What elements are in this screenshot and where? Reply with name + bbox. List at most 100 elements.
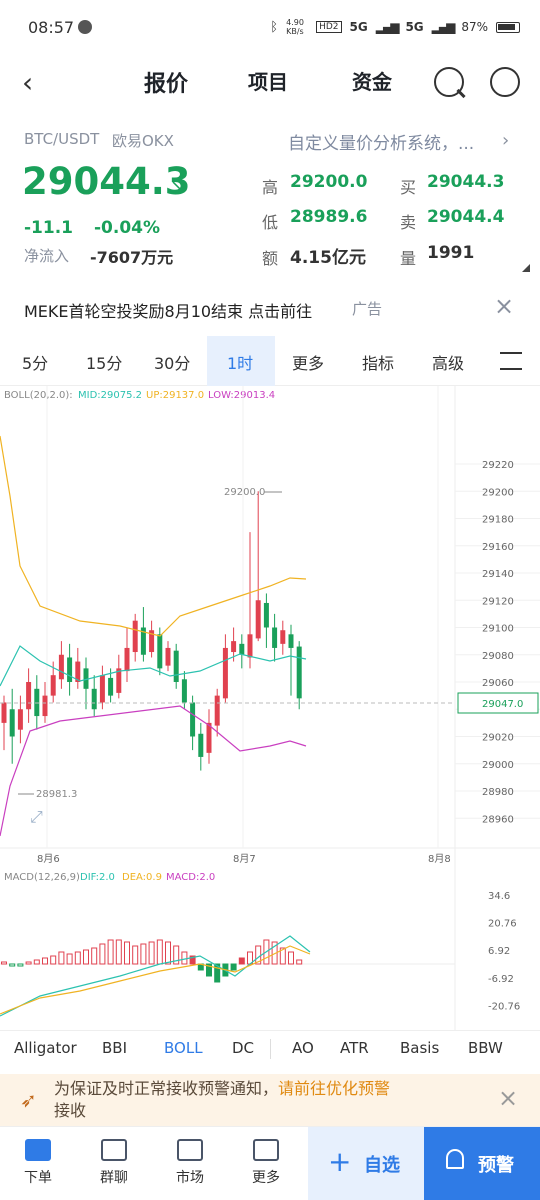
candle-body — [165, 647, 171, 666]
y-tick-label: 29160 — [482, 542, 514, 553]
pair-name: BTC/USDT — [24, 130, 100, 148]
candle-body — [132, 620, 138, 653]
candle-body — [263, 602, 269, 628]
macd-bar — [165, 941, 171, 965]
macd-tick-label: 34.6 — [488, 891, 510, 902]
ind-atr[interactable]: ATR — [340, 1039, 369, 1057]
tab-advanced[interactable]: 高级 — [432, 354, 465, 373]
candle-body — [247, 634, 253, 658]
y-axis: 29220 29200 29180 29160 29140 29120 29100 29080… — [482, 460, 514, 825]
kline-chart[interactable]: BOLL(20,2.0): MID:29075.2 UP:29137.0 LOW… — [0, 386, 540, 1030]
ind-basis[interactable]: Basis — [400, 1039, 440, 1057]
alert-label: 预警 — [478, 1155, 514, 1176]
ind-ao[interactable]: AO — [292, 1039, 314, 1057]
set-alert-button[interactable]: 预警 — [424, 1127, 540, 1200]
nav-more[interactable]: 更多 — [228, 1133, 304, 1187]
candle-body — [108, 677, 114, 696]
menu-icon[interactable] — [490, 67, 520, 97]
alert-notice[interactable]: ➶ 为保证及时正常接收预警通知，请前往优化预警 接收 × — [0, 1074, 540, 1126]
candle-body — [255, 600, 261, 639]
x-tick-label: 8月7 — [233, 853, 256, 865]
search-icon[interactable] — [434, 67, 464, 97]
chart-settings-icon[interactable] — [500, 352, 522, 370]
ad-banner[interactable]: MEKE首轮空投奖励8月10结束 点击前往 广告 × — [0, 286, 540, 330]
macd-label: MACD(12,26,9) — [4, 872, 80, 883]
close-notice-icon[interactable]: × — [498, 1084, 519, 1112]
nav-order-label: 下单 — [24, 1170, 52, 1186]
macd-bar — [42, 957, 48, 965]
candle-body — [9, 709, 15, 737]
x-tick-label: 8月6 — [37, 853, 60, 865]
current-price-tag: 29047.0 — [482, 699, 523, 710]
chevron-right-icon[interactable]: › — [502, 130, 510, 151]
macd-tick-label: -6.92 — [488, 974, 514, 985]
x-tick-label: 8月8 — [428, 853, 451, 865]
plus-icon: + — [328, 1145, 352, 1178]
tab-project[interactable]: 项目 — [248, 70, 288, 94]
signal-5g-2: 5G — [405, 20, 424, 34]
expand-corner-icon[interactable] — [522, 264, 530, 272]
macd-dea-label: DEA:0.9 — [122, 872, 162, 883]
y-tick-label: 29100 — [482, 624, 514, 635]
stat-label-volume: 量 — [400, 249, 417, 268]
add-watchlist-button[interactable]: + 自选 — [308, 1127, 424, 1200]
ad-text[interactable]: MEKE首轮空投奖励8月10结束 点击前往 — [24, 302, 313, 321]
candle-body — [17, 709, 23, 730]
boll-mid-label: MID:29075.2 — [78, 390, 142, 401]
ind-bbi[interactable]: BBI — [102, 1039, 128, 1057]
candle-body — [149, 630, 155, 653]
app-notification-icon — [78, 20, 92, 34]
nav-chat[interactable]: 群聊 — [76, 1133, 152, 1187]
macd-bar — [50, 955, 57, 965]
macd-bar — [74, 951, 81, 965]
exchange-name: 欧易OKX — [112, 132, 174, 150]
y-tick-label: 29140 — [482, 569, 514, 580]
ind-alligator[interactable]: Alligator — [14, 1039, 77, 1057]
y-tick-label: 29200 — [482, 487, 514, 498]
candle-body — [231, 641, 237, 653]
macd-tick-label: -34.6 — [488, 1029, 514, 1030]
stat-value-high: 29200.0 — [290, 172, 368, 192]
candle-body — [280, 630, 286, 644]
boll-up-label: UP:29137.0 — [146, 390, 204, 401]
ad-tag: 广告 — [352, 300, 383, 318]
candle-body — [83, 668, 89, 689]
ind-bbw[interactable]: BBW — [468, 1039, 503, 1057]
notice-link[interactable]: 请前往优化预警 — [278, 1079, 391, 1098]
candle-body — [239, 643, 245, 655]
back-arrow-icon[interactable]: ‹ — [22, 66, 34, 99]
macd-bar — [91, 947, 98, 965]
stat-label-ask: 卖 — [400, 213, 417, 232]
tab-5m[interactable]: 5分 — [22, 354, 49, 373]
macd-bar — [206, 963, 212, 977]
boll-upper-line — [0, 435, 307, 637]
signal-bars-icon: ▂▄▆ — [375, 20, 400, 34]
tab-15m[interactable]: 15分 — [86, 354, 123, 373]
price-change: -11.1 — [24, 218, 73, 238]
tab-indicators[interactable]: 指标 — [362, 354, 395, 373]
low-annotation: 28981.3 — [36, 789, 77, 800]
ind-dc[interactable]: DC — [232, 1039, 255, 1057]
promo-link[interactable]: 自定义量价分析系统，... — [288, 134, 475, 154]
macd-bar — [58, 951, 65, 965]
nav-market[interactable]: 市场 — [152, 1133, 228, 1187]
tab-funds[interactable]: 资金 — [352, 70, 392, 94]
notice-text: 为保证及时正常接收预警通知，请前往优化预警 接收 — [54, 1078, 474, 1122]
nav-order[interactable]: 下单 — [0, 1133, 76, 1187]
indicator-bar: Alligator BBI BOLL DC AO ATR Basis BBW — [0, 1030, 540, 1066]
net-speed: 4.90 KB/s — [286, 18, 304, 36]
close-icon[interactable]: × — [494, 292, 515, 320]
tab-more[interactable]: 更多 — [292, 354, 325, 373]
stat-value-ask: 29044.4 — [427, 207, 505, 227]
tab-1h[interactable]: 1时 — [207, 336, 275, 386]
market-icon — [177, 1139, 203, 1161]
tab-30m[interactable]: 30分 — [154, 354, 191, 373]
status-time: 08:57 — [28, 18, 75, 37]
candle-body — [124, 647, 130, 672]
macd-bar — [25, 961, 32, 965]
tab-quote[interactable]: 报价 — [144, 72, 189, 97]
ind-boll[interactable]: BOLL — [164, 1039, 203, 1057]
macd-bar — [156, 939, 163, 965]
battery-icon — [496, 21, 520, 33]
fullscreen-icon[interactable]: ⤢ — [30, 807, 43, 826]
